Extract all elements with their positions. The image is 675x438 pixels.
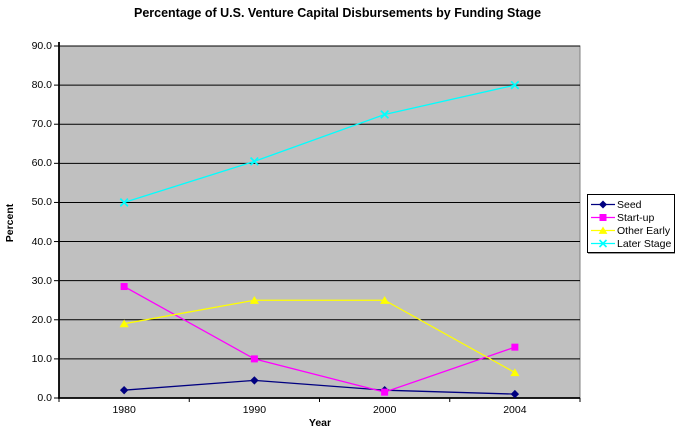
x-tick-label: 2000 <box>372 404 397 416</box>
legend-label: Other Early <box>617 224 671 237</box>
y-tick-label: 20.0 <box>31 313 52 326</box>
marker-diamond <box>510 389 520 399</box>
y-tick-label: 90.0 <box>31 40 52 52</box>
legend-label: Start-up <box>617 211 655 224</box>
marker-diamond <box>599 200 607 209</box>
x-tick-label: 1980 <box>112 404 136 416</box>
legend-marker-square-icon <box>591 214 615 221</box>
y-tick-label: 80.0 <box>31 79 52 92</box>
series-line-later-stage <box>123 84 516 204</box>
plot-background <box>58 45 581 399</box>
legend-item: Start-up <box>591 211 672 224</box>
legend-label: Later Stage <box>617 237 672 250</box>
marker-square <box>381 388 389 396</box>
legend-marker-x-icon <box>591 239 615 248</box>
y-axis-title: Percent <box>4 203 16 243</box>
marker-triangle <box>249 296 259 304</box>
series-line-seed <box>124 379 515 395</box>
marker-x <box>380 110 390 119</box>
legend: Seed Start-up Other Early Later Stage <box>587 194 675 253</box>
series-line-start-up <box>123 285 516 393</box>
marker-x <box>510 80 520 90</box>
marker-square <box>511 343 519 351</box>
legend-item: Other Early <box>591 224 672 237</box>
y-tick-label: 0.0 <box>37 392 52 404</box>
y-tick-label: 50.0 <box>31 196 52 209</box>
marker-diamond <box>250 376 259 385</box>
marker-square <box>599 214 607 221</box>
marker-diamond <box>119 385 129 395</box>
legend-item: Seed <box>591 198 672 211</box>
marker-x <box>249 156 259 166</box>
y-tick-label: 40.0 <box>31 235 52 248</box>
legend-marker-triangle-icon <box>591 226 615 234</box>
y-tick-label: 70.0 <box>31 118 52 131</box>
series-line-other-early <box>124 299 516 374</box>
marker-x <box>598 239 608 248</box>
legend-item: Later Stage <box>591 237 672 250</box>
marker-x <box>119 198 129 207</box>
marker-triangle <box>119 319 129 328</box>
marker-triangle <box>598 226 608 234</box>
marker-triangle <box>380 296 390 304</box>
marker-square <box>250 355 258 363</box>
y-tick-label: 30.0 <box>31 274 52 287</box>
legend-label: Seed <box>617 198 642 211</box>
chart-title: Percentage of U.S. Venture Capital Disbu… <box>133 6 542 20</box>
x-axis-title: Year <box>308 417 332 429</box>
y-tick-label: 10.0 <box>31 352 52 365</box>
x-tick-label: 2004 <box>503 404 527 416</box>
x-tick-label: 1990 <box>242 404 267 416</box>
marker-triangle <box>510 368 520 377</box>
legend-marker-diamond-icon <box>591 200 615 209</box>
marker-square <box>120 283 128 291</box>
y-tick-label: 60.0 <box>31 157 52 170</box>
